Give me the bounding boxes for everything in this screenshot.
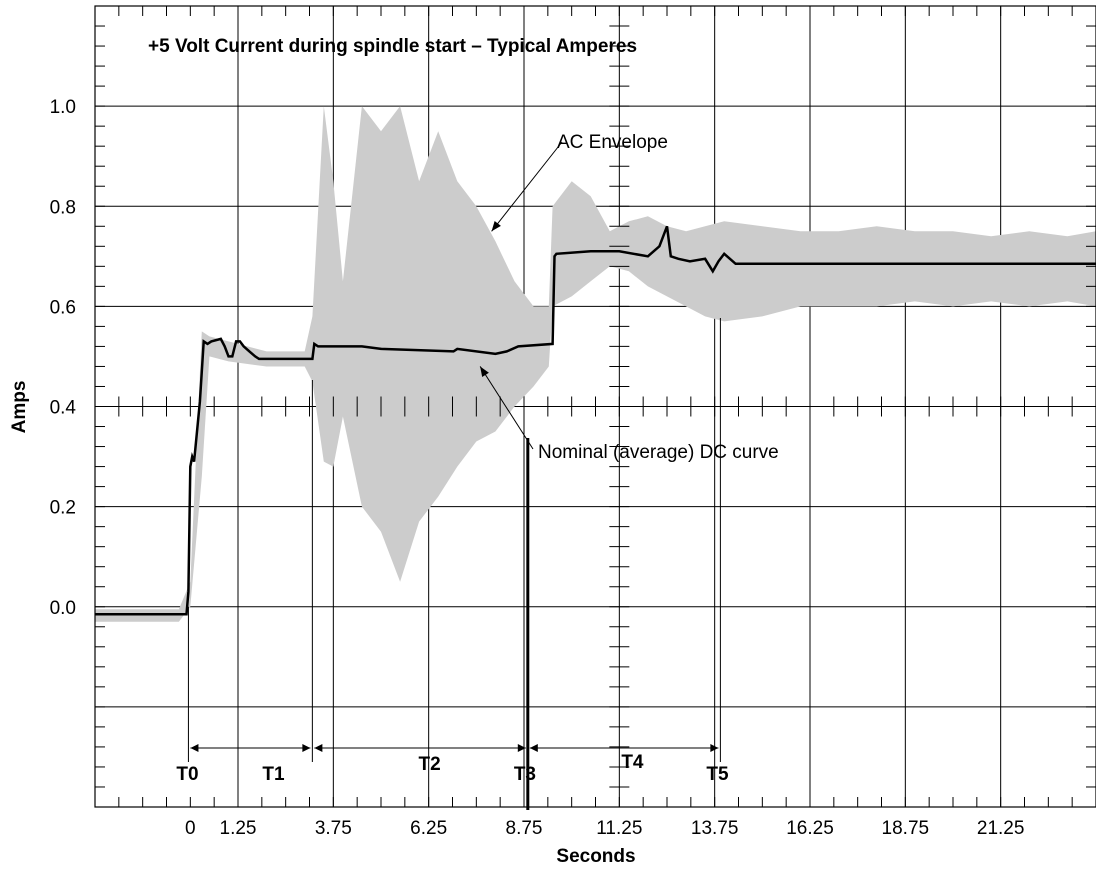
- y-tick-label: 0.0: [50, 598, 76, 619]
- x-tick-label: 3.75: [315, 818, 352, 839]
- x-tick-label: 6.25: [410, 818, 447, 839]
- x-tick-label: 1.25: [220, 818, 257, 839]
- dc-curve-line: [95, 225, 1096, 616]
- y-axis-label: Amps: [9, 381, 30, 434]
- phase-marker-label: T3: [514, 764, 536, 785]
- phase-marker-label: T1: [262, 764, 285, 785]
- x-tick-label: 11.25: [596, 818, 642, 839]
- y-tick-label: 0.2: [50, 498, 76, 519]
- phase-arrow-head: [529, 744, 538, 752]
- annotation-arrow-line: [491, 141, 563, 232]
- x-tick-label: 21.25: [977, 818, 1025, 839]
- annotation-arrow-head: [480, 366, 489, 378]
- chart-title: +5 Volt Current during spindle start – T…: [148, 36, 637, 57]
- phase-marker-label: T2: [418, 754, 440, 775]
- y-tick-label: 0.4: [50, 398, 77, 419]
- x-tick-label: 16.25: [786, 818, 834, 839]
- annotation-label: AC Envelope: [557, 132, 668, 153]
- y-tick-label: 0.8: [50, 197, 76, 218]
- annotation-arrow-head: [491, 220, 501, 232]
- phase-marker-label: T0: [176, 764, 198, 785]
- x-tick-label: 0: [185, 818, 196, 839]
- annotation-arrow-line: [479, 366, 534, 450]
- tick-layer: 0 1.25 3.75 6.25 8.75 11.25 13.75 16.25 18.75 21.…: [50, 5, 1096, 839]
- phase-arrow-head: [314, 744, 323, 752]
- ac-envelope-area: [95, 106, 1096, 622]
- phase-arrow-head: [190, 744, 199, 752]
- annotation-label: Nominal (average) DC curve: [538, 442, 779, 463]
- phase-arrow-head: [517, 744, 526, 752]
- y-tick-label: 0.6: [50, 297, 76, 318]
- x-tick-label: 18.75: [882, 818, 930, 839]
- phase-markers-layer: T0 T1 T2 T3 T4 T5: [176, 318, 729, 810]
- phase-marker-label: T4: [621, 752, 644, 773]
- y-tick-label: 1.0: [50, 97, 76, 118]
- annotation-layer: AC Envelope Nominal (average) DC curve: [479, 132, 779, 463]
- series-layer: [95, 225, 1096, 616]
- x-axis-label: Seconds: [556, 846, 635, 867]
- x-tick-label: 8.75: [506, 818, 543, 839]
- phase-arrow-head: [302, 744, 311, 752]
- phase-marker-label: T5: [706, 764, 729, 785]
- x-tick-label: 13.75: [691, 818, 739, 839]
- envelope-layer: [95, 106, 1096, 622]
- phase-arrow-head: [710, 744, 719, 752]
